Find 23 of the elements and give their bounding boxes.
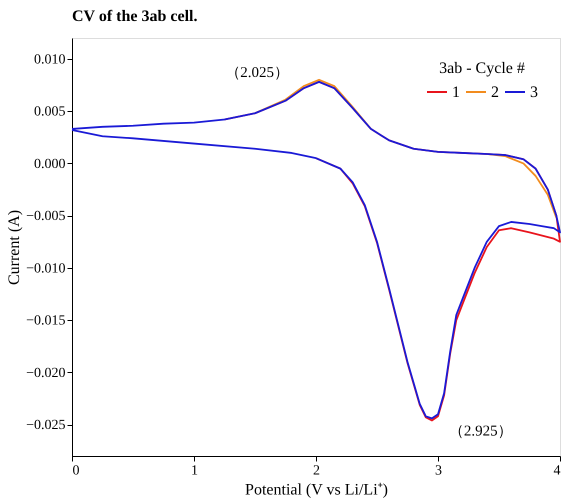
y-axis-title: Current (A)	[6, 210, 24, 286]
legend-title: 3ab - Cycle #	[439, 60, 525, 77]
y-tick-label: −0.025	[26, 418, 66, 434]
y-tick-label: −0.020	[26, 366, 66, 381]
x-tick-label: 4	[554, 464, 560, 478]
legend-label: 3	[530, 84, 538, 101]
legend-label: 2	[491, 84, 499, 101]
x-tick-label: 2	[313, 464, 320, 478]
y-tick-label: 0.010	[34, 52, 66, 68]
line-series	[71, 80, 561, 420]
annotation: （2.025）	[225, 64, 290, 81]
x-tick-label: 1	[191, 464, 198, 478]
annotation: （2.925）	[448, 423, 513, 440]
y-tick-label: 0.000	[34, 156, 66, 172]
x-axis-title: Potential (V vs Li/Li⁺)	[245, 482, 388, 498]
y-tick-label: −0.005	[26, 209, 66, 224]
y-tick-label: −0.010	[26, 261, 66, 276]
y-tick-label: 0.005	[34, 104, 66, 120]
x-tick-label: 0	[72, 464, 80, 478]
chart-title: CV of the 3ab cell.	[72, 8, 198, 25]
x-tick-label: 3	[435, 464, 442, 478]
y-tick-label: −0.015	[26, 314, 66, 329]
legend-label: 1	[452, 84, 460, 101]
